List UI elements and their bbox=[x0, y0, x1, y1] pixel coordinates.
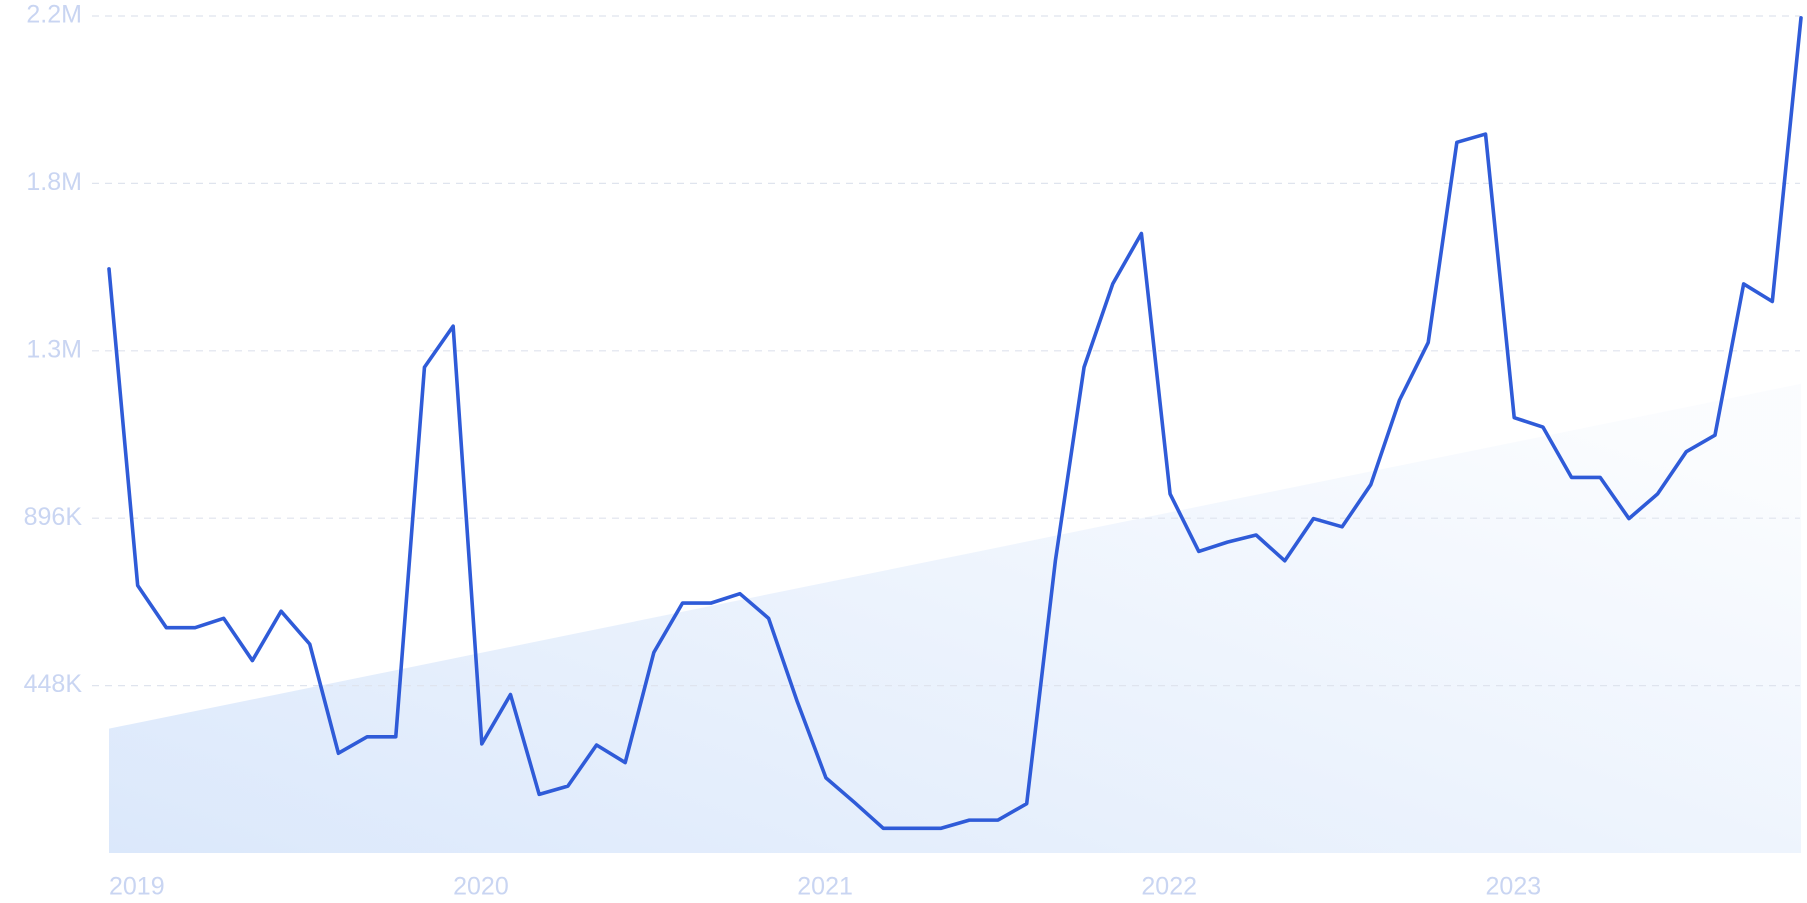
x-tick-label: 2021 bbox=[797, 873, 853, 901]
x-tick-label: 2022 bbox=[1141, 873, 1197, 901]
y-tick-label: 1.8M bbox=[26, 168, 82, 196]
x-tick-label: 2019 bbox=[109, 873, 165, 901]
x-tick-label: 2020 bbox=[453, 873, 509, 901]
x-tick-label: 2023 bbox=[1486, 873, 1542, 901]
data-line bbox=[107, 16, 1803, 831]
y-tick-label: 896K bbox=[24, 503, 83, 531]
y-tick-label: 1.3M bbox=[26, 335, 82, 363]
y-tick-label: 2.2M bbox=[26, 1, 82, 29]
y-tick-label: 448K bbox=[24, 670, 83, 698]
trend-area bbox=[109, 383, 1801, 853]
